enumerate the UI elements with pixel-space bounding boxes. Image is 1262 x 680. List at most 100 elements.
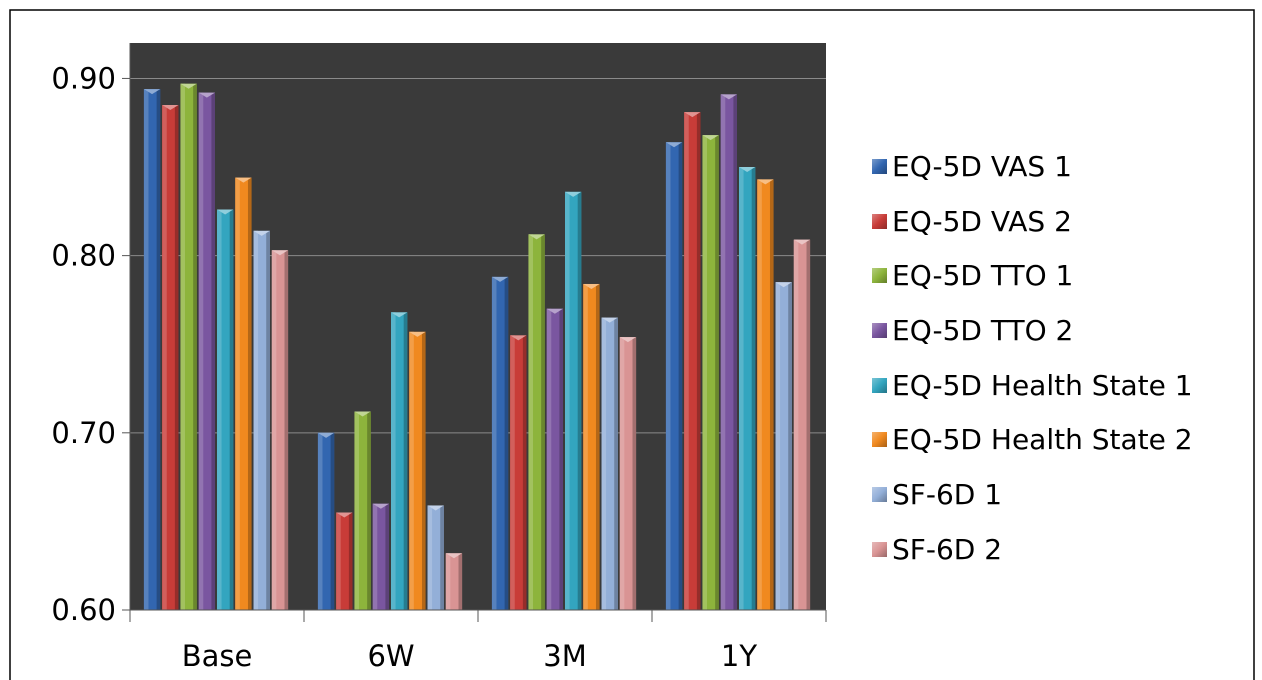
legend-item: EQ-5D VAS 2 [872,194,1257,249]
bar-shade [440,505,444,610]
bar-highlight [528,234,533,610]
bar-highlight [409,332,414,610]
bar-highlight [776,282,781,610]
bar-shade [459,553,463,610]
y-tick-label: 0.60 [51,593,116,627]
bar-shade [715,135,719,610]
bar-highlight [254,231,259,610]
bar-shade [266,231,270,610]
bar-shade [230,210,234,610]
bar [739,167,755,610]
legend-label: SF-6D 2 [892,533,1002,566]
bar-highlight [144,89,149,610]
bar-highlight [492,277,497,610]
bar-shade [211,93,215,610]
x-tick-label: 6W [367,639,414,673]
bar-highlight [180,84,185,610]
x-tick-label: Base [182,639,253,673]
bar-shade [679,142,683,610]
bar [547,309,563,610]
bar [144,89,160,610]
legend-item: EQ-5D TTO 1 [872,248,1257,303]
bar [428,505,444,610]
bar-highlight [336,513,341,610]
legend-label: EQ-5D Health State 1 [892,369,1193,402]
bar-shade [157,89,161,610]
bar-highlight [446,553,451,610]
bar-shade [385,504,389,610]
bar-highlight [602,318,607,610]
bar [721,94,737,610]
bar-shade [578,192,582,610]
legend-item: EQ-5D VAS 1 [872,139,1257,194]
y-axis: 0.60 0.70 0.80 0.90 [51,43,130,627]
legend-swatch [872,323,887,338]
bar-shade [523,335,527,610]
legend-swatch [872,159,887,174]
legend-swatch [872,432,887,447]
bar-shade [367,412,371,610]
bar [666,142,682,610]
legend-item: SF-6D 1 [872,467,1257,522]
bar-shade [505,277,509,610]
bar-shade [697,112,701,610]
bar-shade [733,94,737,610]
legend-item: EQ-5D Health State 2 [872,412,1257,467]
bar-shade [404,312,408,610]
bar-highlight [757,179,762,610]
bar-highlight [620,337,625,610]
bar-highlight [354,412,359,610]
bar-shade [596,284,600,610]
x-tick-label: 1Y [721,639,757,673]
bar [199,93,215,610]
bar-shade [614,318,618,610]
bar-shade [541,234,545,610]
bar-shade [285,250,289,610]
legend-item: SF-6D 2 [872,522,1257,577]
bar-highlight [272,250,277,610]
bar [794,240,810,610]
legend-item: EQ-5D TTO 2 [872,303,1257,358]
bar [492,277,508,610]
bar-highlight [217,210,222,610]
legend-swatch [872,378,887,393]
bar [391,312,407,610]
bar-highlight [565,192,570,610]
bar-shade [770,179,774,610]
legend-label: EQ-5D TTO 2 [892,314,1073,347]
bar-highlight [666,142,671,610]
bar [510,335,526,610]
bar-highlight [373,504,378,610]
bar-highlight [510,335,515,610]
bar [620,337,636,610]
bar-highlight [547,309,552,610]
bar [235,178,251,610]
legend-label: SF-6D 1 [892,478,1002,511]
bar [565,192,581,610]
legend-swatch [872,487,887,502]
bar [446,553,462,610]
bar [180,84,196,610]
bar-highlight [162,105,167,610]
legend-label: EQ-5D VAS 1 [892,150,1072,183]
bar-highlight [794,240,799,610]
legend-swatch [872,542,887,557]
bar-highlight [721,94,726,610]
bar-highlight [318,433,323,610]
bar-shade [559,309,563,610]
bar-shade [633,337,637,610]
legend-item: EQ-5D Health State 1 [872,358,1257,413]
bar [254,231,270,610]
bar-shade [752,167,756,610]
bar-shade [248,178,252,610]
bar [336,513,352,610]
bar-highlight [391,312,396,610]
bar-shade [422,332,426,610]
bar [217,210,233,610]
bar [684,112,700,610]
bar-highlight [702,135,707,610]
bar [318,433,334,610]
bar-highlight [428,505,433,610]
y-tick-label: 0.80 [51,239,116,273]
